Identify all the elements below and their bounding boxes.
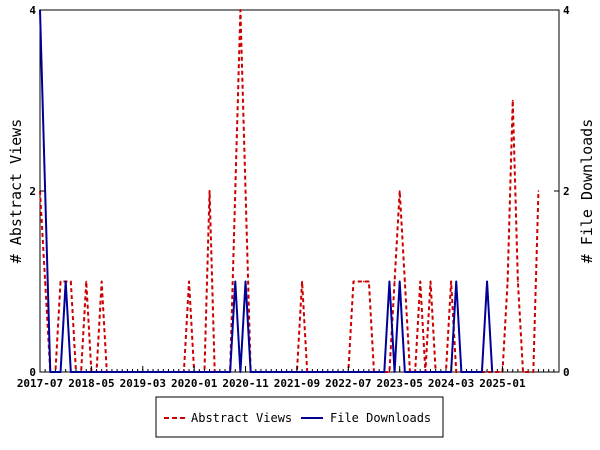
- data-point-abstract-views: [429, 280, 432, 283]
- data-point-file-downloads: [388, 280, 391, 283]
- data-point-file-downloads: [398, 280, 401, 283]
- data-point-abstract-views: [532, 371, 535, 373]
- data-point-abstract-views: [398, 190, 401, 192]
- y-right-axis-label: # File Downloads: [578, 119, 596, 264]
- data-point-abstract-views: [239, 9, 242, 11]
- series-line-file-downloads: [39, 9, 494, 373]
- data-point-abstract-views: [362, 280, 365, 283]
- legend: Abstract Views File Downloads: [155, 396, 444, 438]
- data-point-abstract-views: [419, 280, 422, 283]
- x-tick-label: 2018-05: [68, 377, 114, 390]
- data-point-file-downloads: [393, 371, 396, 373]
- data-point-file-downloads: [383, 371, 386, 373]
- data-point-abstract-views: [511, 99, 514, 102]
- data-point-file-downloads: [239, 371, 242, 373]
- data-point-abstract-views: [517, 280, 519, 283]
- x-tick-label: 2019-03: [120, 377, 166, 390]
- legend-label-file-downloads: File Downloads: [330, 411, 431, 425]
- data-point-abstract-views: [188, 280, 190, 283]
- x-tick-label: 2024-03: [428, 377, 474, 390]
- series-line-abstract-views: [39, 9, 540, 373]
- data-point-abstract-views: [527, 371, 529, 373]
- data-point-file-downloads: [234, 280, 237, 283]
- y-right-tick-label: 4: [563, 4, 570, 17]
- data-point-abstract-views: [404, 280, 406, 283]
- y-right-tick-label: 0: [563, 366, 570, 379]
- data-point-file-downloads: [229, 371, 231, 373]
- legend-label-abstract-views: Abstract Views: [191, 411, 292, 425]
- data-point-file-downloads: [70, 371, 72, 373]
- data-point-abstract-views: [208, 190, 211, 192]
- x-tick-label: 2022-07: [325, 377, 371, 390]
- data-point-abstract-views: [506, 280, 509, 283]
- y-right-tick-label: 2: [563, 185, 570, 198]
- x-tick-label: 2020-01: [171, 377, 218, 390]
- data-point-abstract-views: [85, 280, 88, 283]
- data-point-abstract-views: [357, 280, 360, 283]
- data-point-file-downloads: [486, 280, 488, 283]
- y-left-axis-label: # Abstract Views: [7, 119, 25, 264]
- data-point-file-downloads: [455, 280, 458, 283]
- data-point-abstract-views: [368, 280, 370, 283]
- data-point-file-downloads: [404, 371, 406, 373]
- data-point-abstract-views: [450, 280, 452, 283]
- data-point-file-downloads: [460, 371, 463, 373]
- data-point-abstract-views: [234, 190, 237, 192]
- x-tick-label: 2023-05: [377, 377, 423, 390]
- data-point-abstract-views: [388, 371, 391, 373]
- data-point-abstract-views: [301, 280, 303, 283]
- series-layer: [39, 9, 540, 373]
- data-point-abstract-views: [522, 371, 524, 373]
- y-left-ticks: 0 2 4: [29, 4, 45, 379]
- data-point-abstract-views: [100, 280, 103, 283]
- data-point-abstract-views: [244, 190, 247, 192]
- x-tick-label: 2017-07: [17, 377, 63, 390]
- legend-box: [155, 396, 444, 438]
- data-point-file-downloads: [64, 280, 67, 283]
- data-point-abstract-views: [537, 190, 540, 192]
- y-left-tick-label: 0: [29, 366, 36, 379]
- data-point-file-downloads: [481, 371, 483, 373]
- x-tick-labels: 2017-07 2018-05 2019-03 2020-01 2020-11 2021-…: [17, 366, 526, 390]
- data-point-file-downloads: [244, 280, 247, 283]
- x-tick-label: 2021-09: [274, 377, 320, 390]
- y-right-ticks: 0 2 4: [554, 4, 570, 379]
- data-point-file-downloads: [249, 371, 252, 373]
- data-point-abstract-views: [70, 280, 72, 283]
- data-point-abstract-views: [59, 280, 62, 283]
- data-point-file-downloads: [491, 371, 493, 373]
- y-left-tick-label: 4: [29, 4, 36, 17]
- data-point-abstract-views: [455, 371, 458, 373]
- data-point-abstract-views: [352, 280, 355, 283]
- x-tick-label: 2025-01: [479, 377, 526, 390]
- y-left-tick-label: 2: [29, 185, 36, 198]
- data-point-file-downloads: [49, 371, 52, 373]
- data-point-abstract-views: [44, 280, 46, 283]
- data-point-abstract-views: [393, 280, 396, 283]
- data-point-file-downloads: [59, 371, 62, 373]
- data-point-file-downloads: [54, 371, 57, 373]
- x-tick-label: 2020-11: [222, 377, 269, 390]
